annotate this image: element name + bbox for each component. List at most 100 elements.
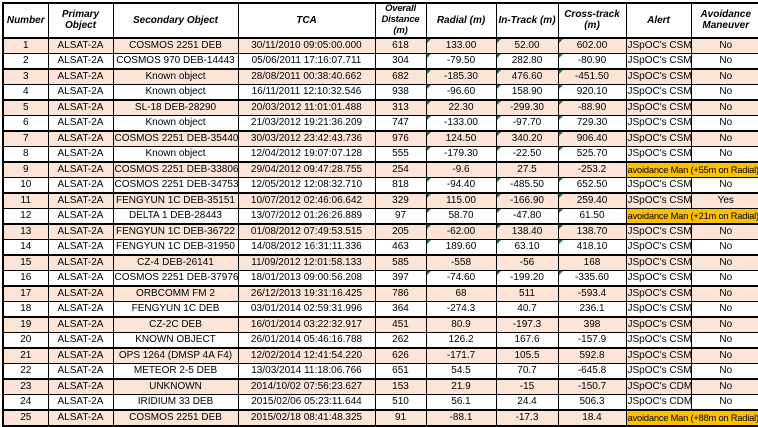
cell-overall-distance: 463 [374, 238, 427, 256]
cell-alert: JSpOC's CSM [625, 83, 692, 101]
cell-overall-distance: 97 [374, 207, 427, 225]
cell-alert: JSpOC's CSM [625, 192, 692, 209]
cell-avoidance-maneuver: No [690, 269, 758, 287]
cell-avoidance-maneuver: No [690, 238, 758, 256]
cell-tca: 26/01/2014 05:46:16.788 [237, 331, 376, 349]
cell-avoidance-maneuver: No [690, 145, 758, 163]
cell-avoidance-maneuver-value: No [719, 148, 733, 160]
cell-in-track: -299.30 [495, 99, 559, 116]
error-indicator-triangle-icon [497, 100, 501, 105]
cell-secondary-object-value: COSMOS 2251 DEB-33806 [114, 164, 238, 176]
cell-in-track-value: -17.3 [515, 412, 539, 424]
cell-alert: JSpOC's CSM [625, 238, 692, 256]
error-indicator-triangle-icon [427, 193, 431, 198]
error-indicator-triangle-icon [559, 85, 563, 89]
cell-primary-object: ALSAT-2A [47, 176, 114, 194]
cell-number-value: 10 [20, 179, 32, 191]
cell-avoidance-maneuver-value: No [719, 272, 733, 284]
cell-number: 22 [2, 362, 49, 380]
table-row: 10 ALSAT-2A COSMOS 2251 DEB-34753 12/05/201… [2, 176, 758, 194]
cell-primary-object: ALSAT-2A [47, 114, 114, 132]
cell-in-track: -47.80 [495, 207, 559, 225]
cell-alert-avoidance-merged-value: avoidance Man (+55m on Radial) [627, 164, 758, 175]
cell-alert-value: JSpOC's CSM [627, 148, 691, 160]
cell-overall-distance-value: 329 [392, 195, 409, 207]
cell-overall-distance-value: 364 [392, 303, 409, 315]
cell-alert: JSpOC's CDM [625, 393, 692, 411]
cell-tca-value: 11/09/2012 12:01:58.133 [251, 257, 362, 269]
cell-tca: 29/04/2012 09:47:28.755 [237, 161, 376, 178]
col-header-cross-track: Cross-track (m) [557, 2, 627, 39]
cell-alert: JSpOC's CSM [625, 362, 692, 380]
cell-secondary-object-value: FENGYUN 1C DEB-36722 [116, 226, 235, 238]
cell-radial: 189.60 [425, 238, 497, 256]
cell-overall-distance-value: 510 [392, 396, 409, 408]
cell-primary-object: ALSAT-2A [47, 238, 114, 256]
cell-secondary-object-value: COSMOS 2251 DEB [129, 412, 222, 424]
cell-number-value: 25 [20, 412, 32, 424]
cell-radial-value: 54.5 [451, 365, 471, 377]
cell-number: 12 [2, 207, 49, 225]
cell-tca-value: 21/03/2012 19:21:36.209 [250, 117, 363, 129]
cell-number: 25 [2, 409, 49, 427]
cell-avoidance-maneuver-value: No [719, 319, 733, 331]
cell-secondary-object: FENGYUN 1C DEB-36722 [112, 223, 239, 240]
cell-cross-track: 61.50 [557, 207, 627, 225]
cell-alert: JSpOC's CSM [625, 68, 692, 85]
cell-in-track: 340.20 [495, 130, 559, 147]
cell-primary-object-value: ALSAT-2A [57, 40, 104, 52]
cell-cross-track-value: 920.10 [576, 86, 608, 98]
cell-cross-track: 236.1 [557, 300, 627, 318]
cell-alert: JSpOC's CSM [625, 285, 692, 302]
cell-cross-track-value: 592.8 [579, 350, 605, 362]
cell-radial-value: 22.30 [448, 102, 474, 114]
cell-radial: 58.70 [425, 207, 497, 225]
cell-secondary-object-value: FENGYUN 1C DEB-31950 [116, 241, 235, 253]
cell-primary-object: ALSAT-2A [47, 223, 114, 240]
cell-primary-object-value: ALSAT-2A [57, 319, 104, 331]
cell-primary-object-value: ALSAT-2A [57, 55, 104, 67]
cell-cross-track-value: -645.8 [577, 365, 607, 377]
cell-radial: -558 [425, 254, 497, 271]
cell-secondary-object: Known object [112, 114, 239, 132]
cell-cross-track: 398 [557, 316, 627, 333]
cell-in-track-value: 476.60 [511, 71, 543, 83]
cell-cross-track: -88.90 [557, 99, 627, 116]
cell-alert-value: JSpOC's CSM [627, 319, 691, 331]
cell-avoidance-maneuver: No [690, 285, 758, 302]
cell-alert-value: JSpOC's CSM [627, 241, 691, 253]
cell-in-track-value: -97.70 [512, 117, 542, 129]
cell-in-track-value: 27.5 [517, 164, 537, 176]
cell-cross-track-value: 61.50 [579, 210, 605, 222]
cell-cross-track: 906.40 [557, 130, 627, 147]
cell-secondary-object: DELTA 1 DEB-28443 [112, 207, 239, 225]
cell-avoidance-maneuver: No [690, 176, 758, 194]
cell-tca-value: 01/08/2012 07:49:53.515 [250, 226, 363, 238]
cell-secondary-object: OPS 1264 (DMSP 4A F4) [112, 347, 239, 364]
cell-number-value: 12 [20, 210, 32, 222]
cell-number-value: 5 [22, 102, 29, 114]
cell-secondary-object: COSMOS 2251 DEB-33806 [112, 161, 239, 178]
cell-overall-distance: 91 [374, 409, 427, 427]
col-header-in-track: In-Track (m) [495, 2, 559, 39]
cell-tca: 12/05/2012 12:08:32.710 [237, 176, 376, 194]
cell-secondary-object: Known object [112, 145, 239, 163]
cell-in-track: 70.7 [495, 362, 559, 380]
cell-primary-object: ALSAT-2A [47, 130, 114, 147]
cell-tca-value: 2014/10/02 07:56:23.627 [250, 381, 363, 393]
cell-overall-distance-value: 555 [392, 148, 409, 160]
cell-in-track-value: -299.30 [510, 102, 544, 114]
cell-number: 14 [2, 238, 49, 256]
cell-alert-value: JSpOC's CSM [627, 179, 691, 191]
cell-avoidance-maneuver-value: No [719, 303, 733, 315]
cell-alert-value: JSpOC's CSM [627, 55, 691, 67]
error-indicator-triangle-icon [427, 209, 431, 213]
error-indicator-triangle-icon [559, 131, 563, 136]
cell-primary-object-value: ALSAT-2A [57, 179, 104, 191]
cell-avoidance-maneuver-value: No [719, 102, 733, 114]
cell-tca: 01/08/2012 07:49:53.515 [237, 223, 376, 240]
error-indicator-triangle-icon [559, 38, 563, 43]
cell-alert: JSpOC's CSM [625, 331, 692, 349]
cell-radial: 21.9 [425, 378, 497, 395]
cell-overall-distance-value: 747 [392, 117, 409, 129]
